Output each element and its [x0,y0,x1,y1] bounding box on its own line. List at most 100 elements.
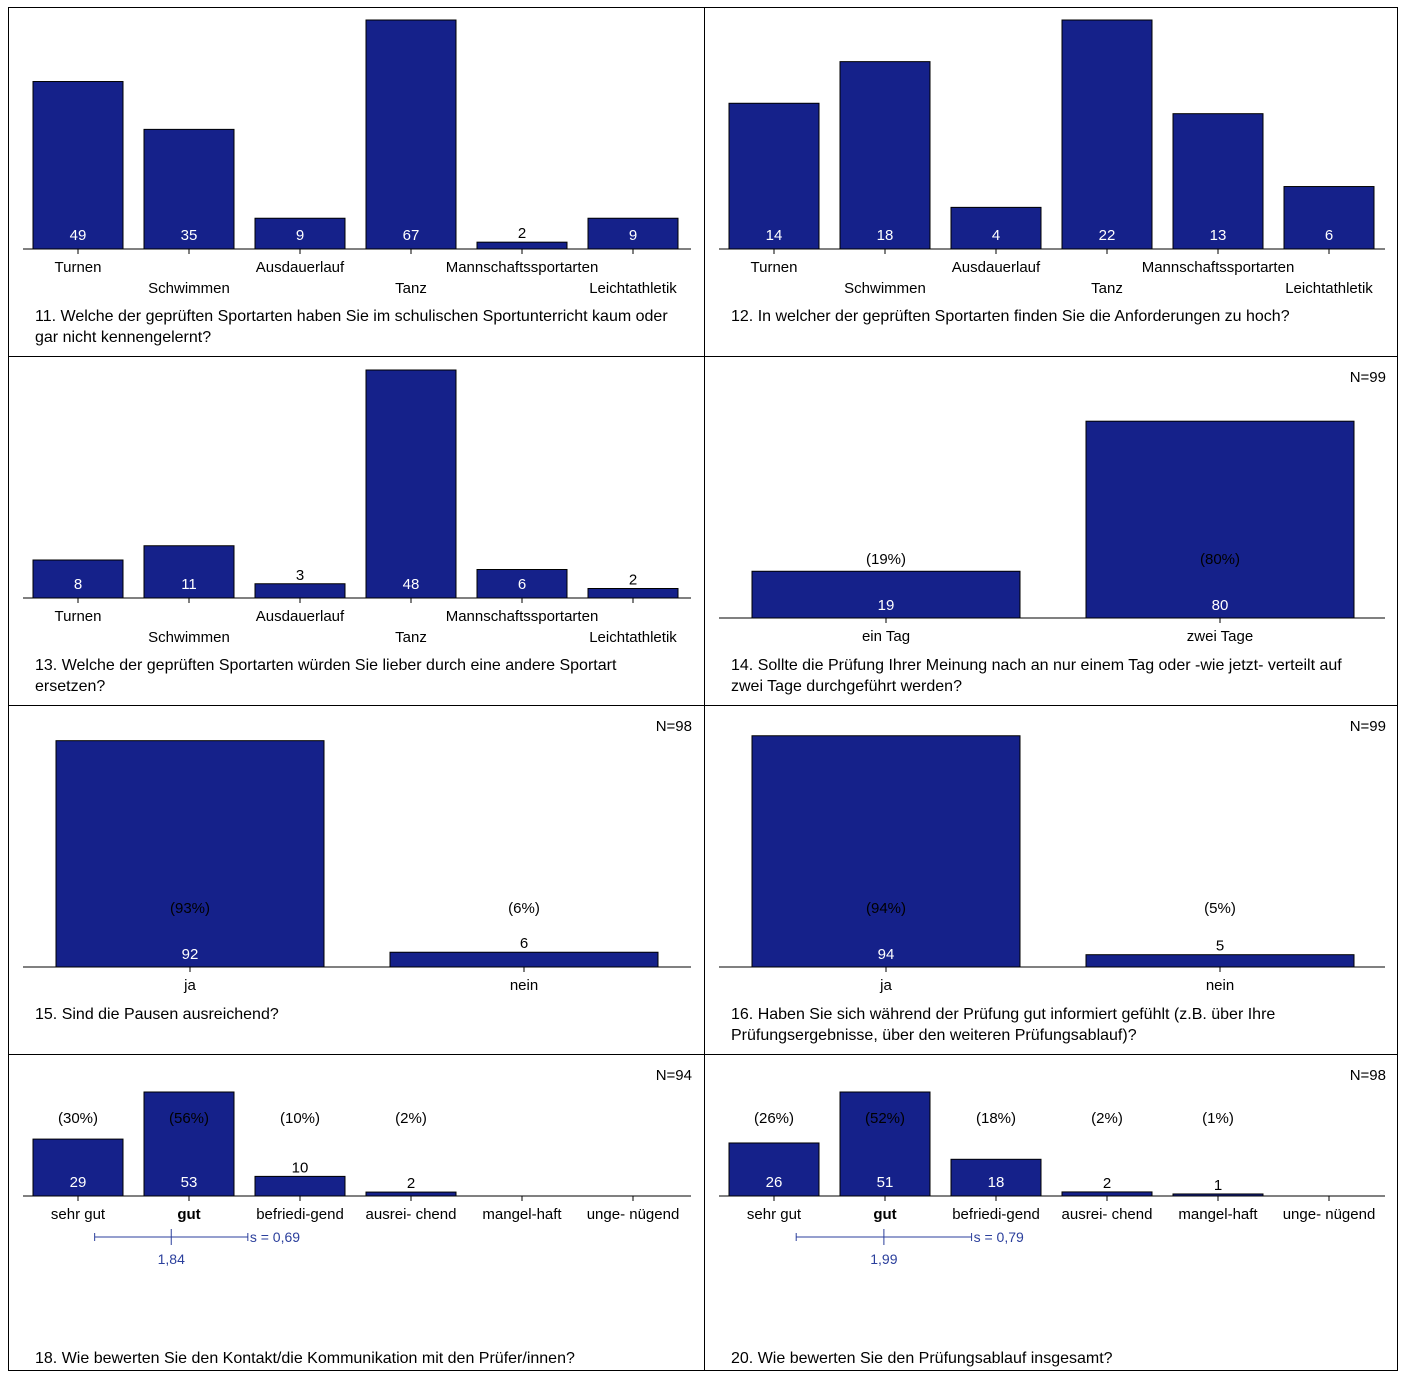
bar-q13-5 [476,569,568,599]
chart-panel-q12: 14 Turnen 18 Schwimmen 4 Ausdauerlauf 22 Tanz 13… [704,7,1398,356]
category-label-q14-1: ein Tag [862,628,910,645]
category-label-q13-1: Turnen [55,608,102,625]
bar-q11-3 [254,217,346,250]
bar-q11-1 [32,81,124,250]
value-label-q12-5: 13 [1210,227,1227,244]
category-label-q14-2: zwei Tage [1187,628,1253,645]
category-label-q20-6: unge- nügend [1283,1206,1376,1223]
percent-label-q18-1: (30%) [58,1110,98,1127]
category-label-q20-2: gut [873,1206,896,1223]
n-label-q14: N=99 [1350,369,1386,386]
chart-panel-q13: 8 Turnen 11 Schwimmen 3 Ausdauerlauf 48 Tanz 6 Ma… [8,356,704,705]
value-label-q11-2: 35 [181,227,198,244]
percent-label-q20-1: (26%) [754,1110,794,1127]
chart-title-q18: 18. Wie bewerten Sie den Kontakt/die Kom… [35,1350,575,1367]
category-label-q13-5: Mannschaftssportarten [446,608,599,625]
chart-title-q16: 16. Haben Sie sich während der Prüfung g… [731,1006,1276,1044]
value-label-q15-2: 6 [520,935,528,952]
category-label-q11-4: Tanz [395,280,427,297]
sd-label-q20: s = 0,79 [974,1229,1024,1245]
chart-panel-q11: 49 Turnen 35 Schwimmen 9 Ausdauerlauf 67 Tanz 2 M… [8,7,704,356]
chart-svg-q13: 8 Turnen 11 Schwimmen 3 Ausdauerlauf 48 Tanz 6 Ma… [23,369,691,646]
bar-q12-5 [1172,113,1264,250]
value-label-q12-2: 18 [877,227,894,244]
chart-svg-q15: 92 ja (93%) 6 nein (6%) N=98 [23,718,692,994]
bar-q11-6 [587,217,679,250]
mean-label-q20: 1,99 [870,1251,897,1267]
category-label-q12-3: Ausdauerlauf [952,259,1041,276]
chart-title-q14: 14. Sollte die Prüfung Ihrer Meinung nac… [731,657,1342,695]
category-label-q13-3: Ausdauerlauf [256,608,345,625]
chart-title-q15: 15. Sind die Pausen ausreichend? [35,1006,279,1023]
chart-panel-q20: 26 sehr gut (26%) 51 gut (52%) 18 befriedi-gend… [704,1054,1398,1371]
bar-q18-3 [254,1175,346,1197]
category-label-q20-1: sehr gut [747,1206,802,1223]
bar-q15-1 [55,740,325,968]
category-label-q20-3: befriedi-gend [952,1206,1040,1223]
category-label-q15-1: ja [183,977,196,994]
value-label-q12-4: 22 [1099,227,1116,244]
chart-svg-q11: 49 Turnen 35 Schwimmen 9 Ausdauerlauf 67 Tanz 2 M… [23,19,691,297]
chart-panel-q18: 29 sehr gut (30%) 53 gut (56%) 10 befriedi-gend… [8,1054,704,1371]
percent-label-q18-2: (56%) [169,1110,209,1127]
bar-q12-6 [1283,186,1375,250]
category-label-q20-4: ausrei- chend [1062,1206,1153,1223]
value-label-q13-5: 6 [518,576,526,593]
category-label-q15-2: nein [510,977,538,994]
value-label-q12-6: 6 [1325,227,1333,244]
chart-svg-q12: 14 Turnen 18 Schwimmen 4 Ausdauerlauf 22 Tanz 13… [719,19,1385,297]
bar-q13-6 [587,588,679,599]
n-label-q15: N=98 [656,718,692,735]
bar-q20-2 [839,1091,931,1197]
bar-q13-4 [365,369,457,599]
value-label-q16-1: 94 [878,946,895,963]
bar-q12-2 [839,61,931,250]
category-label-q18-2: gut [177,1206,200,1223]
percent-label-q16-2: (5%) [1204,900,1236,917]
category-label-q11-6: Leichtathletik [589,280,677,297]
category-label-q11-5: Mannschaftssportarten [446,259,599,276]
value-label-q13-4: 48 [403,576,420,593]
value-label-q11-3: 9 [296,227,304,244]
n-label-q18: N=94 [656,1067,692,1084]
value-label-q11-4: 67 [403,227,420,244]
chart-panel-q15: 92 ja (93%) 6 nein (6%) N=98 15. Sind die Paus… [8,705,704,1054]
bar-q14-2 [1085,420,1355,619]
value-label-q13-3: 3 [296,567,304,584]
percent-label-q20-5: (1%) [1202,1110,1234,1127]
bar-q18-2 [143,1091,235,1197]
category-label-q20-5: mangel-haft [1178,1206,1258,1223]
chart-title-q12: 12. In welcher der geprüften Sportarten … [731,308,1290,325]
bar-q13-1 [32,559,124,599]
category-label-q16-2: nein [1206,977,1234,994]
category-label-q12-6: Leichtathletik [1285,280,1373,297]
mean-label-q18: 1,84 [158,1251,185,1267]
category-label-q13-6: Leichtathletik [589,629,677,646]
percent-label-q20-3: (18%) [976,1110,1016,1127]
value-label-q12-1: 14 [766,227,783,244]
bar-q18-4 [365,1191,457,1197]
chart-svg-q20: 26 sehr gut (26%) 51 gut (52%) 18 befriedi-gend… [719,1067,1386,1267]
percent-label-q20-4: (2%) [1091,1110,1123,1127]
percent-label-q15-1: (93%) [170,900,210,917]
category-label-q12-5: Mannschaftssportarten [1142,259,1295,276]
category-label-q12-4: Tanz [1091,280,1123,297]
chart-title-q11: 11. Welche der geprüften Sportarten habe… [35,308,668,346]
value-label-q11-6: 9 [629,227,637,244]
bar-q12-4 [1061,19,1153,250]
bar-q20-3 [950,1158,1042,1197]
value-label-q18-4: 2 [407,1175,415,1192]
chart-svg-q18: 29 sehr gut (30%) 53 gut (56%) 10 befriedi-gend… [23,1067,692,1267]
bar-q20-1 [728,1142,820,1197]
category-label-q11-3: Ausdauerlauf [256,259,345,276]
bar-q15-2 [389,951,659,968]
value-label-q18-3: 10 [292,1159,309,1176]
category-label-q16-1: ja [879,977,892,994]
value-label-q13-1: 8 [74,576,82,593]
value-label-q12-3: 4 [992,227,1000,244]
value-label-q11-5: 2 [518,225,526,242]
bar-q13-3 [254,583,346,599]
chart-title-q20: 20. Wie bewerten Sie den Prüfungsablauf … [731,1350,1113,1367]
bar-q13-2 [143,545,235,599]
value-label-q13-2: 11 [181,576,197,593]
